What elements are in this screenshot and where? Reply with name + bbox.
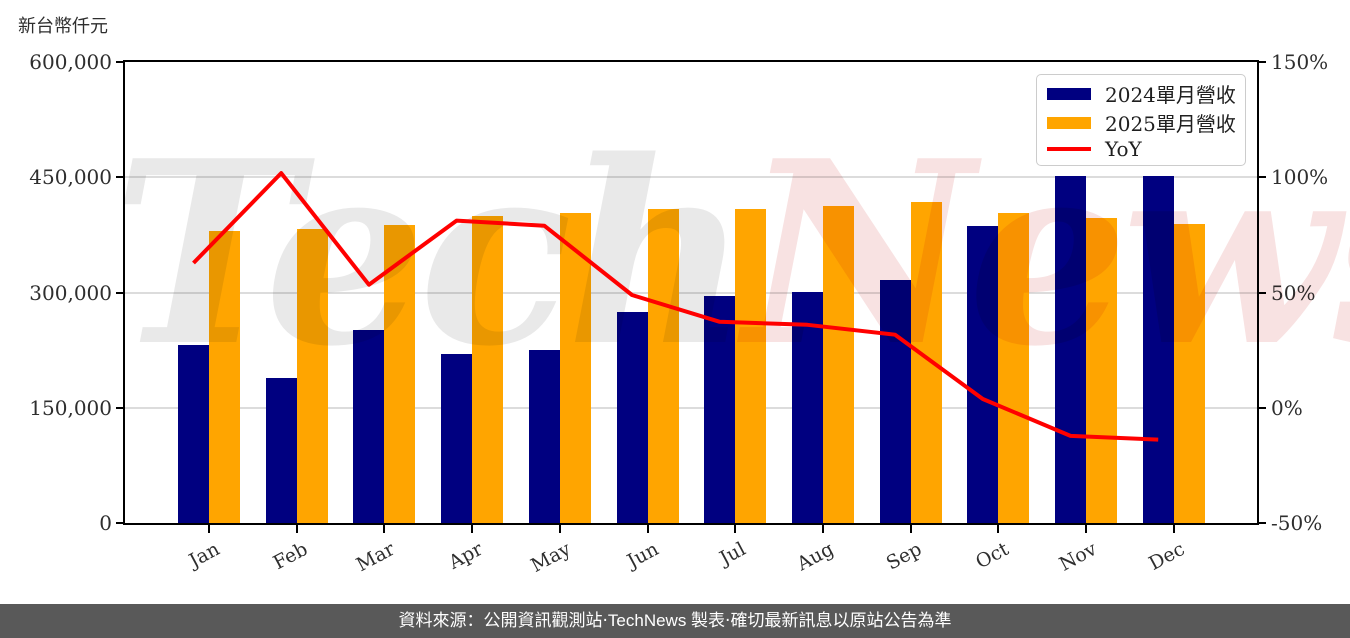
legend-label-2025: 2025單月營收: [1105, 112, 1236, 136]
x-axis-tick: [1172, 525, 1175, 533]
legend-row-2025: 2025單月營收: [1047, 108, 1236, 137]
plot-area: [123, 60, 1259, 525]
left-axis-tick: [116, 406, 123, 409]
right-axis-tick: [1259, 61, 1266, 63]
x-axis-tick: [471, 525, 474, 533]
x-axis-tick: [646, 525, 649, 533]
bar-2024-dec: [1142, 176, 1174, 523]
x-axis-tick: [909, 525, 912, 533]
legend-line-yoy-icon: [1047, 147, 1091, 151]
left-axis-tick: [116, 291, 123, 294]
bar-2024-feb: [265, 377, 297, 523]
right-axis-tick-label: -50%: [1271, 511, 1323, 535]
bar-2025-mar: [384, 224, 416, 523]
legend-row-2024: 2024單月營收: [1047, 79, 1236, 108]
bar-2025-may: [559, 212, 591, 523]
legend-swatch-2024: [1047, 87, 1091, 100]
legend-swatch-2025: [1047, 116, 1091, 129]
left-axis-tick: [116, 61, 123, 63]
x-axis-tick: [1085, 525, 1087, 533]
bar-2024-may: [528, 350, 560, 523]
left-axis-tick-label: 150,000: [29, 395, 112, 420]
bar-2024-oct: [967, 226, 999, 523]
left-axis-tick: [116, 176, 123, 179]
legend: 2024單月營收 2025單月營收 YoY: [1036, 74, 1246, 166]
right-axis-tick: [1259, 406, 1266, 409]
bar-2024-jun: [616, 312, 648, 523]
left-axis-tick-label: 600,000: [29, 50, 112, 74]
right-axis-tick: [1259, 176, 1266, 179]
bar-2024-apr: [441, 353, 473, 523]
bar-2024-jul: [704, 295, 736, 523]
bar-2025-jan: [209, 231, 240, 523]
bar-2025-dec: [1173, 224, 1205, 523]
bar-2024-aug: [791, 291, 823, 523]
x-axis-tick: [295, 525, 298, 533]
bar-2024-jan: [178, 344, 209, 523]
right-axis-tick-label: 50%: [1271, 280, 1316, 305]
legend-row-yoy: YoY: [1047, 137, 1235, 161]
left-axis-tick: [116, 522, 123, 524]
gridline: [125, 291, 1257, 294]
right-axis-tick-label: 0%: [1271, 395, 1303, 420]
gridline: [125, 176, 1257, 179]
bar-2025-oct: [998, 212, 1030, 523]
x-axis-tick: [383, 525, 386, 533]
legend-label-yoy: YoY: [1105, 137, 1142, 161]
y-axis-unit-label: 新台幣仟元: [18, 16, 108, 37]
right-axis-tick: [1259, 522, 1266, 524]
yoy-line: [192, 171, 1159, 442]
bar-2024-mar: [353, 330, 385, 523]
legend-label-2024: 2024單月營收: [1105, 83, 1236, 107]
gridline: [125, 406, 1257, 409]
right-axis-tick: [1259, 291, 1266, 294]
x-axis-tick: [734, 525, 737, 533]
bar-2025-apr: [472, 215, 504, 523]
left-axis-tick-label: 0: [99, 511, 112, 535]
bar-2025-feb: [296, 228, 328, 523]
bar-2025-aug: [822, 206, 854, 523]
bar-2024-nov: [1055, 175, 1086, 523]
bar-2024-sep: [879, 280, 911, 523]
bar-2025-jun: [647, 208, 679, 523]
left-axis-tick-label: 300,000: [29, 280, 112, 305]
x-axis-tick: [558, 525, 561, 533]
x-axis-tick: [997, 525, 1000, 533]
x-axis-tick: [208, 525, 210, 533]
right-axis-tick-label: 100%: [1271, 165, 1329, 190]
source-footer: 資料來源：公開資訊觀測站‧TechNews 製表‧確切最新訊息以原站公告為準: [0, 604, 1350, 638]
x-axis-tick: [821, 525, 824, 533]
left-axis-tick-label: 450,000: [29, 165, 112, 190]
bar-2025-jul: [735, 208, 767, 523]
bar-2025-nov: [1086, 217, 1117, 523]
bar-2025-sep: [910, 201, 942, 523]
right-axis-tick-label: 150%: [1271, 50, 1329, 74]
